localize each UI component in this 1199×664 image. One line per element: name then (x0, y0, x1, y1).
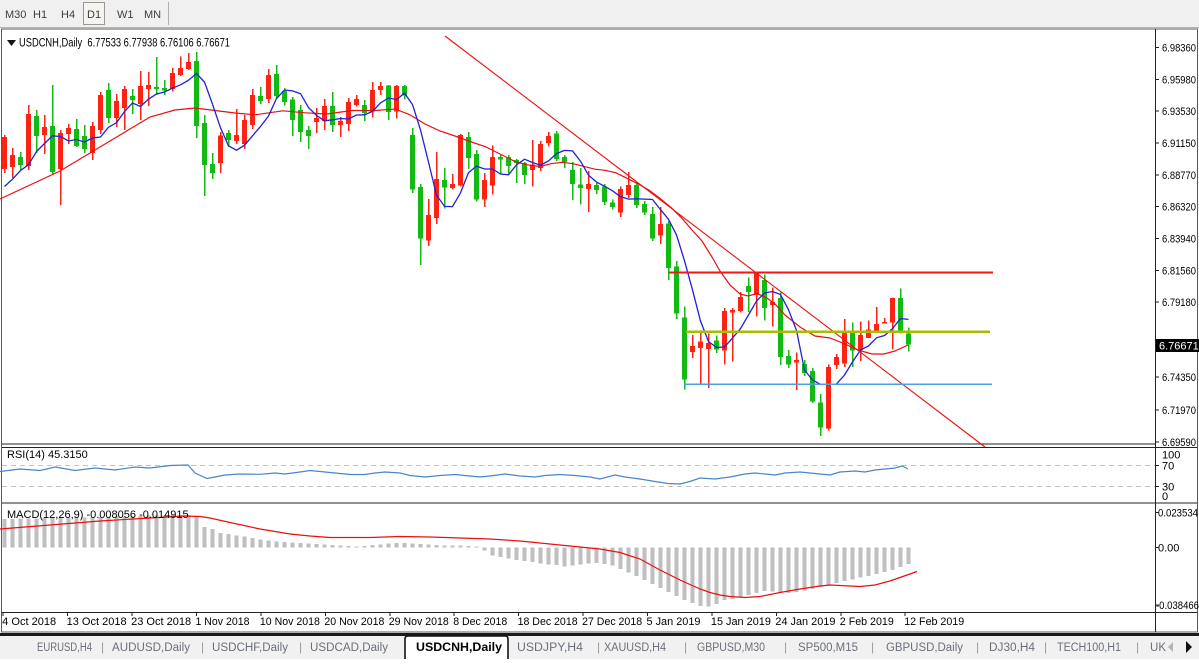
svg-text:|: | (784, 640, 787, 654)
svg-text:6.74350: 6.74350 (1162, 372, 1196, 384)
svg-text:8 Dec 2018: 8 Dec 2018 (453, 616, 507, 628)
svg-text:6.95980: 6.95980 (1162, 74, 1196, 86)
svg-text:|: | (1044, 640, 1047, 654)
svg-text:USDCNH,Daily: USDCNH,Daily (416, 640, 502, 654)
svg-text:1 Nov 2018: 1 Nov 2018 (196, 616, 250, 628)
svg-text:USDJPY,H4: USDJPY,H4 (517, 642, 584, 654)
svg-text:0.00: 0.00 (1158, 543, 1179, 555)
svg-text:5 Jan 2019: 5 Jan 2019 (647, 616, 701, 628)
svg-text:M30: M30 (5, 9, 26, 21)
svg-text:6.71970: 6.71970 (1162, 405, 1196, 417)
svg-text:24 Jan 2019: 24 Jan 2019 (775, 616, 835, 628)
svg-text:AUDUSD,Daily: AUDUSD,Daily (112, 642, 190, 654)
svg-text:20 Nov 2018: 20 Nov 2018 (324, 616, 384, 628)
svg-text:MACD(12,26,9) -0.008056 -0.014: MACD(12,26,9) -0.008056 -0.014915 (7, 509, 189, 521)
svg-text:70: 70 (1162, 460, 1174, 472)
svg-text:|: | (101, 640, 104, 654)
svg-text:6.79180: 6.79180 (1162, 297, 1196, 309)
svg-text:MN: MN (144, 9, 161, 21)
svg-text:DJ30,H4: DJ30,H4 (989, 642, 1036, 654)
svg-text:10 Nov 2018: 10 Nov 2018 (260, 616, 320, 628)
svg-text:|: | (597, 640, 600, 654)
svg-text:6.98360: 6.98360 (1162, 43, 1196, 55)
svg-text:UK: UK (1150, 642, 1166, 654)
svg-text:23 Oct 2018: 23 Oct 2018 (131, 616, 191, 628)
svg-text:6.88770: 6.88770 (1162, 170, 1196, 182)
svg-text:USDCHF,Daily: USDCHF,Daily (212, 642, 288, 654)
svg-text:29 Nov 2018: 29 Nov 2018 (389, 616, 449, 628)
svg-text:TECH100,H1: TECH100,H1 (1057, 642, 1121, 654)
svg-text:D1: D1 (87, 9, 101, 21)
svg-text:18 Dec 2018: 18 Dec 2018 (518, 616, 578, 628)
svg-text:XAUUSD,H4: XAUUSD,H4 (604, 642, 667, 654)
svg-text:12 Feb 2019: 12 Feb 2019 (904, 616, 964, 628)
svg-text:13 Oct 2018: 13 Oct 2018 (67, 616, 127, 628)
svg-text:SP500,M15: SP500,M15 (798, 642, 858, 654)
svg-text:0.023534: 0.023534 (1158, 508, 1198, 520)
svg-text:W1: W1 (117, 9, 134, 21)
svg-text:4 Oct 2018: 4 Oct 2018 (2, 616, 56, 628)
svg-text:GBPUSD,Daily: GBPUSD,Daily (886, 642, 963, 654)
svg-text:GBPUSD,M30: GBPUSD,M30 (697, 642, 765, 654)
svg-text:|: | (299, 640, 302, 654)
svg-text:|: | (1136, 640, 1139, 654)
svg-text:6.83940: 6.83940 (1162, 234, 1196, 246)
svg-text:15 Jan 2019: 15 Jan 2019 (711, 616, 771, 628)
svg-text:27 Dec 2018: 27 Dec 2018 (582, 616, 642, 628)
svg-text:6.86320: 6.86320 (1162, 202, 1196, 214)
svg-text:|: | (976, 640, 979, 654)
svg-text:6.91150: 6.91150 (1162, 138, 1196, 150)
svg-text:6.81560: 6.81560 (1162, 265, 1196, 277)
svg-text:2 Feb 2019: 2 Feb 2019 (840, 616, 894, 628)
svg-text:H1: H1 (33, 9, 47, 21)
svg-text:|: | (684, 640, 687, 654)
svg-text:USDCAD,Daily: USDCAD,Daily (310, 642, 388, 654)
svg-text:30: 30 (1162, 482, 1174, 494)
svg-text:0: 0 (1162, 491, 1168, 503)
svg-text:|: | (201, 640, 204, 654)
svg-text:|: | (871, 640, 874, 654)
svg-text:USDCNH,Daily 6.77533 6.77938: USDCNH,Daily 6.77533 6.77938 6.76106 6.7… (19, 38, 230, 50)
svg-text:100: 100 (1162, 449, 1180, 461)
svg-text:RSI(14) 45.3150: RSI(14) 45.3150 (7, 449, 88, 461)
svg-text:H4: H4 (61, 9, 75, 21)
svg-text:6.69590: 6.69590 (1162, 437, 1196, 449)
svg-text:6.76671: 6.76671 (1159, 341, 1199, 353)
svg-text:-0.038466: -0.038466 (1156, 600, 1199, 612)
svg-text:6.93530: 6.93530 (1162, 106, 1196, 118)
svg-text:EURUSD,H4: EURUSD,H4 (37, 642, 92, 654)
